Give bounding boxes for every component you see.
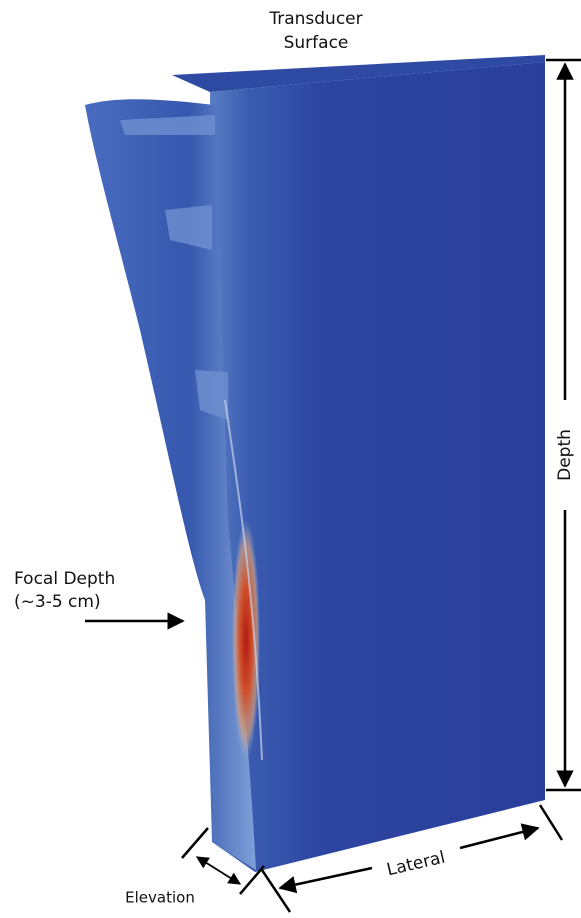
transducer-label: Surface [284,33,349,53]
depth-dimension: Depth [546,60,581,790]
arrow [197,857,240,884]
simulation-volume [85,55,545,872]
lateral-label: Lateral [385,848,447,881]
arrow [460,828,538,848]
focal-label: (~3-5 cm) [14,592,101,612]
tick [262,870,290,912]
transducer-label: Transducer [268,9,362,29]
focal-label: Focal Depth [14,569,115,589]
depth-label: Depth [555,429,575,481]
tick [540,805,562,840]
figure: Transducer Surface Depth Focal Depth (~3… [0,0,581,918]
front-face [210,62,545,872]
arrow [280,868,372,888]
tick [240,866,264,894]
elevation-label: Elevation [125,889,195,907]
focal-annotation: Focal Depth (~3-5 cm) [14,569,183,621]
tick [182,828,208,858]
